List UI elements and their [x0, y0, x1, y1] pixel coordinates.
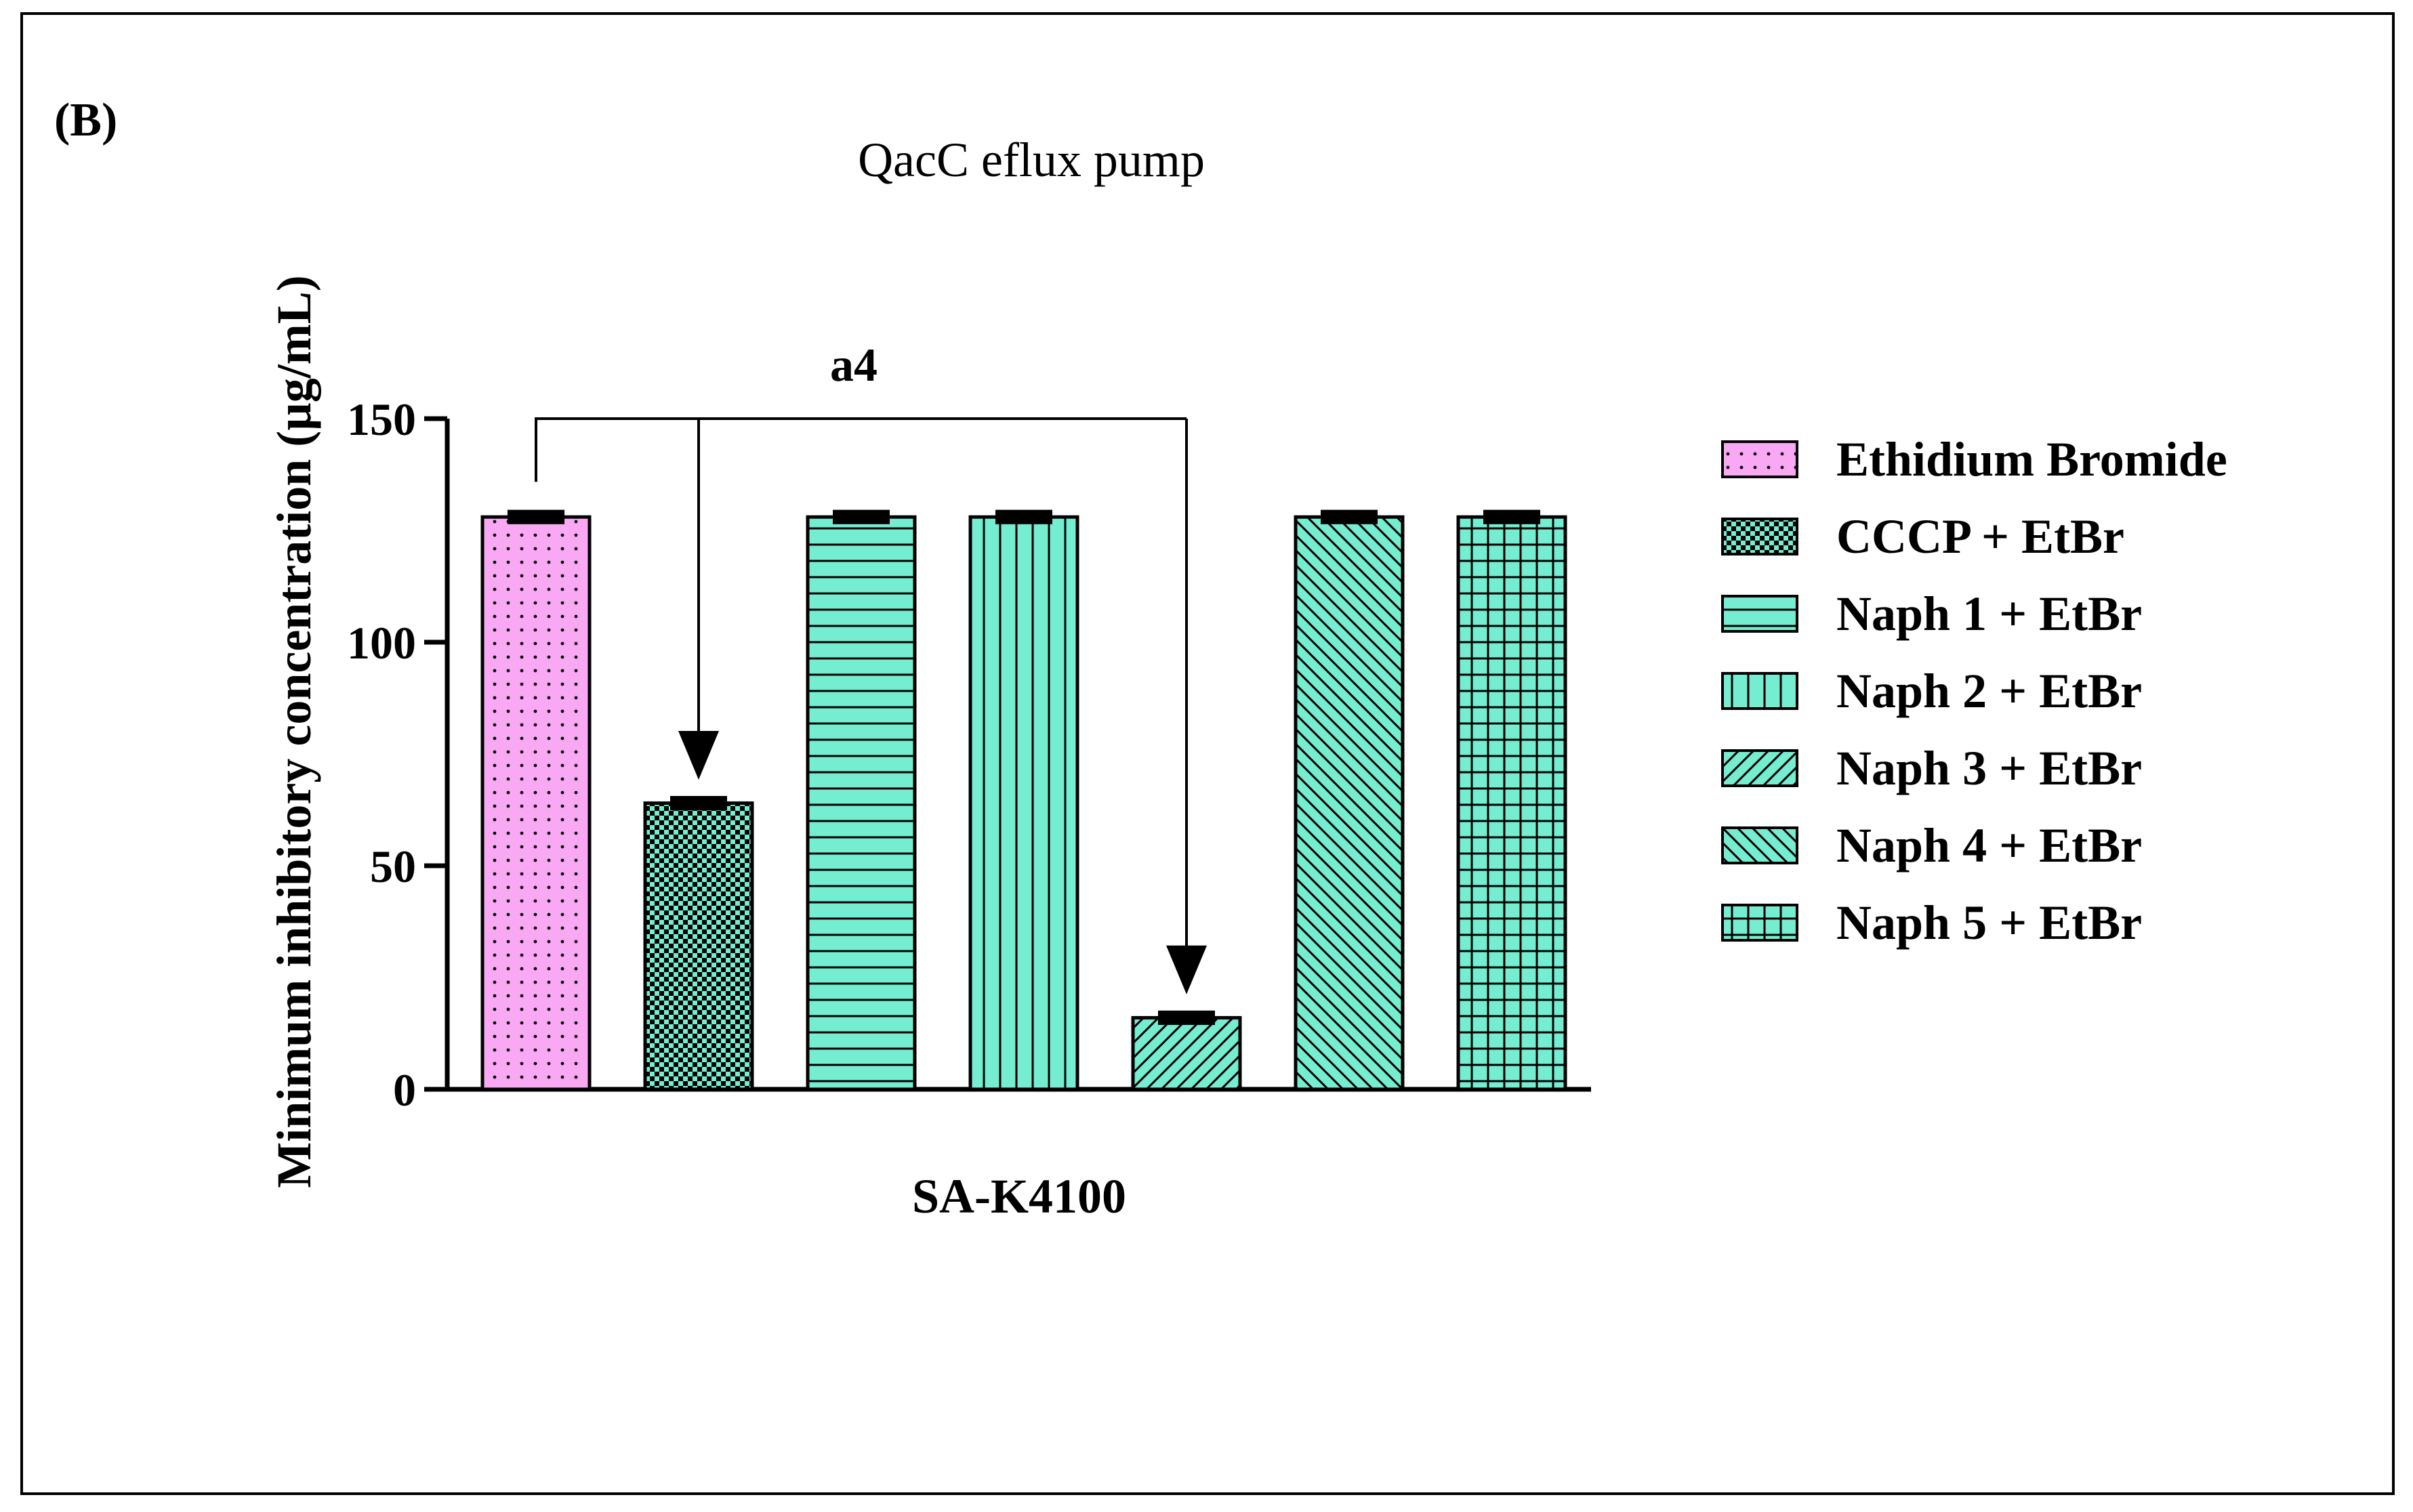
error-bar — [670, 796, 727, 811]
annotation-arrow-head — [1166, 945, 1207, 994]
error-bar — [1321, 509, 1378, 524]
legend-swatch — [1721, 440, 1798, 478]
y-axis-label: Minimum inhibitory concentration (µg/mL) — [267, 275, 321, 1188]
legend-swatch — [1721, 518, 1798, 555]
error-bar — [508, 509, 564, 524]
panel-label: (B) — [54, 94, 117, 146]
legend-label: Naph 3 + EtBr — [1836, 741, 2142, 795]
annotation-arrow-head — [678, 731, 719, 780]
bar-vertical — [968, 515, 1079, 1091]
x-axis-label: SA-K4100 — [912, 1169, 1126, 1223]
legend-label: Ethidium Bromide — [1836, 432, 2227, 486]
bar-diag-up — [1131, 1015, 1242, 1091]
y-tick-label: 50 — [370, 841, 416, 892]
legend-label: Naph 1 + EtBr — [1836, 587, 2142, 641]
legend: Ethidium Bromide CCCP + EtBr Naph 1 + EtBr… — [1721, 432, 2227, 950]
y-tick-label: 0 — [393, 1064, 416, 1116]
error-bar — [833, 509, 890, 524]
bar-horizontal — [806, 515, 917, 1091]
legend-swatch — [1721, 826, 1798, 864]
legend-label: Naph 2 + EtBr — [1836, 664, 2142, 718]
error-bar — [1483, 509, 1540, 524]
legend-swatch — [1721, 749, 1798, 787]
legend-label: Naph 5 + EtBr — [1836, 896, 2142, 950]
annotation-label: a4 — [830, 339, 878, 392]
chart-title: QacC eflux pump — [858, 133, 1205, 187]
bar-grid — [1456, 515, 1567, 1091]
error-bar — [995, 509, 1052, 524]
bar-diag-down — [1294, 515, 1405, 1091]
y-tick-label: 100 — [347, 617, 416, 669]
legend-label: CCCP + EtBr — [1836, 509, 2124, 564]
bars-group — [480, 509, 1567, 1091]
legend-swatch — [1721, 904, 1798, 942]
bar-dots — [480, 515, 592, 1091]
bar-checker — [643, 801, 754, 1091]
y-tick-label: 150 — [347, 394, 416, 445]
annotation-bracket — [535, 417, 1187, 482]
legend-swatch — [1721, 672, 1798, 710]
legend-label: Naph 4 + EtBr — [1836, 818, 2142, 873]
figure-border — [20, 12, 2395, 1495]
annotation-group — [535, 417, 1207, 994]
legend-swatch — [1721, 595, 1798, 633]
error-bar — [1158, 1010, 1215, 1025]
